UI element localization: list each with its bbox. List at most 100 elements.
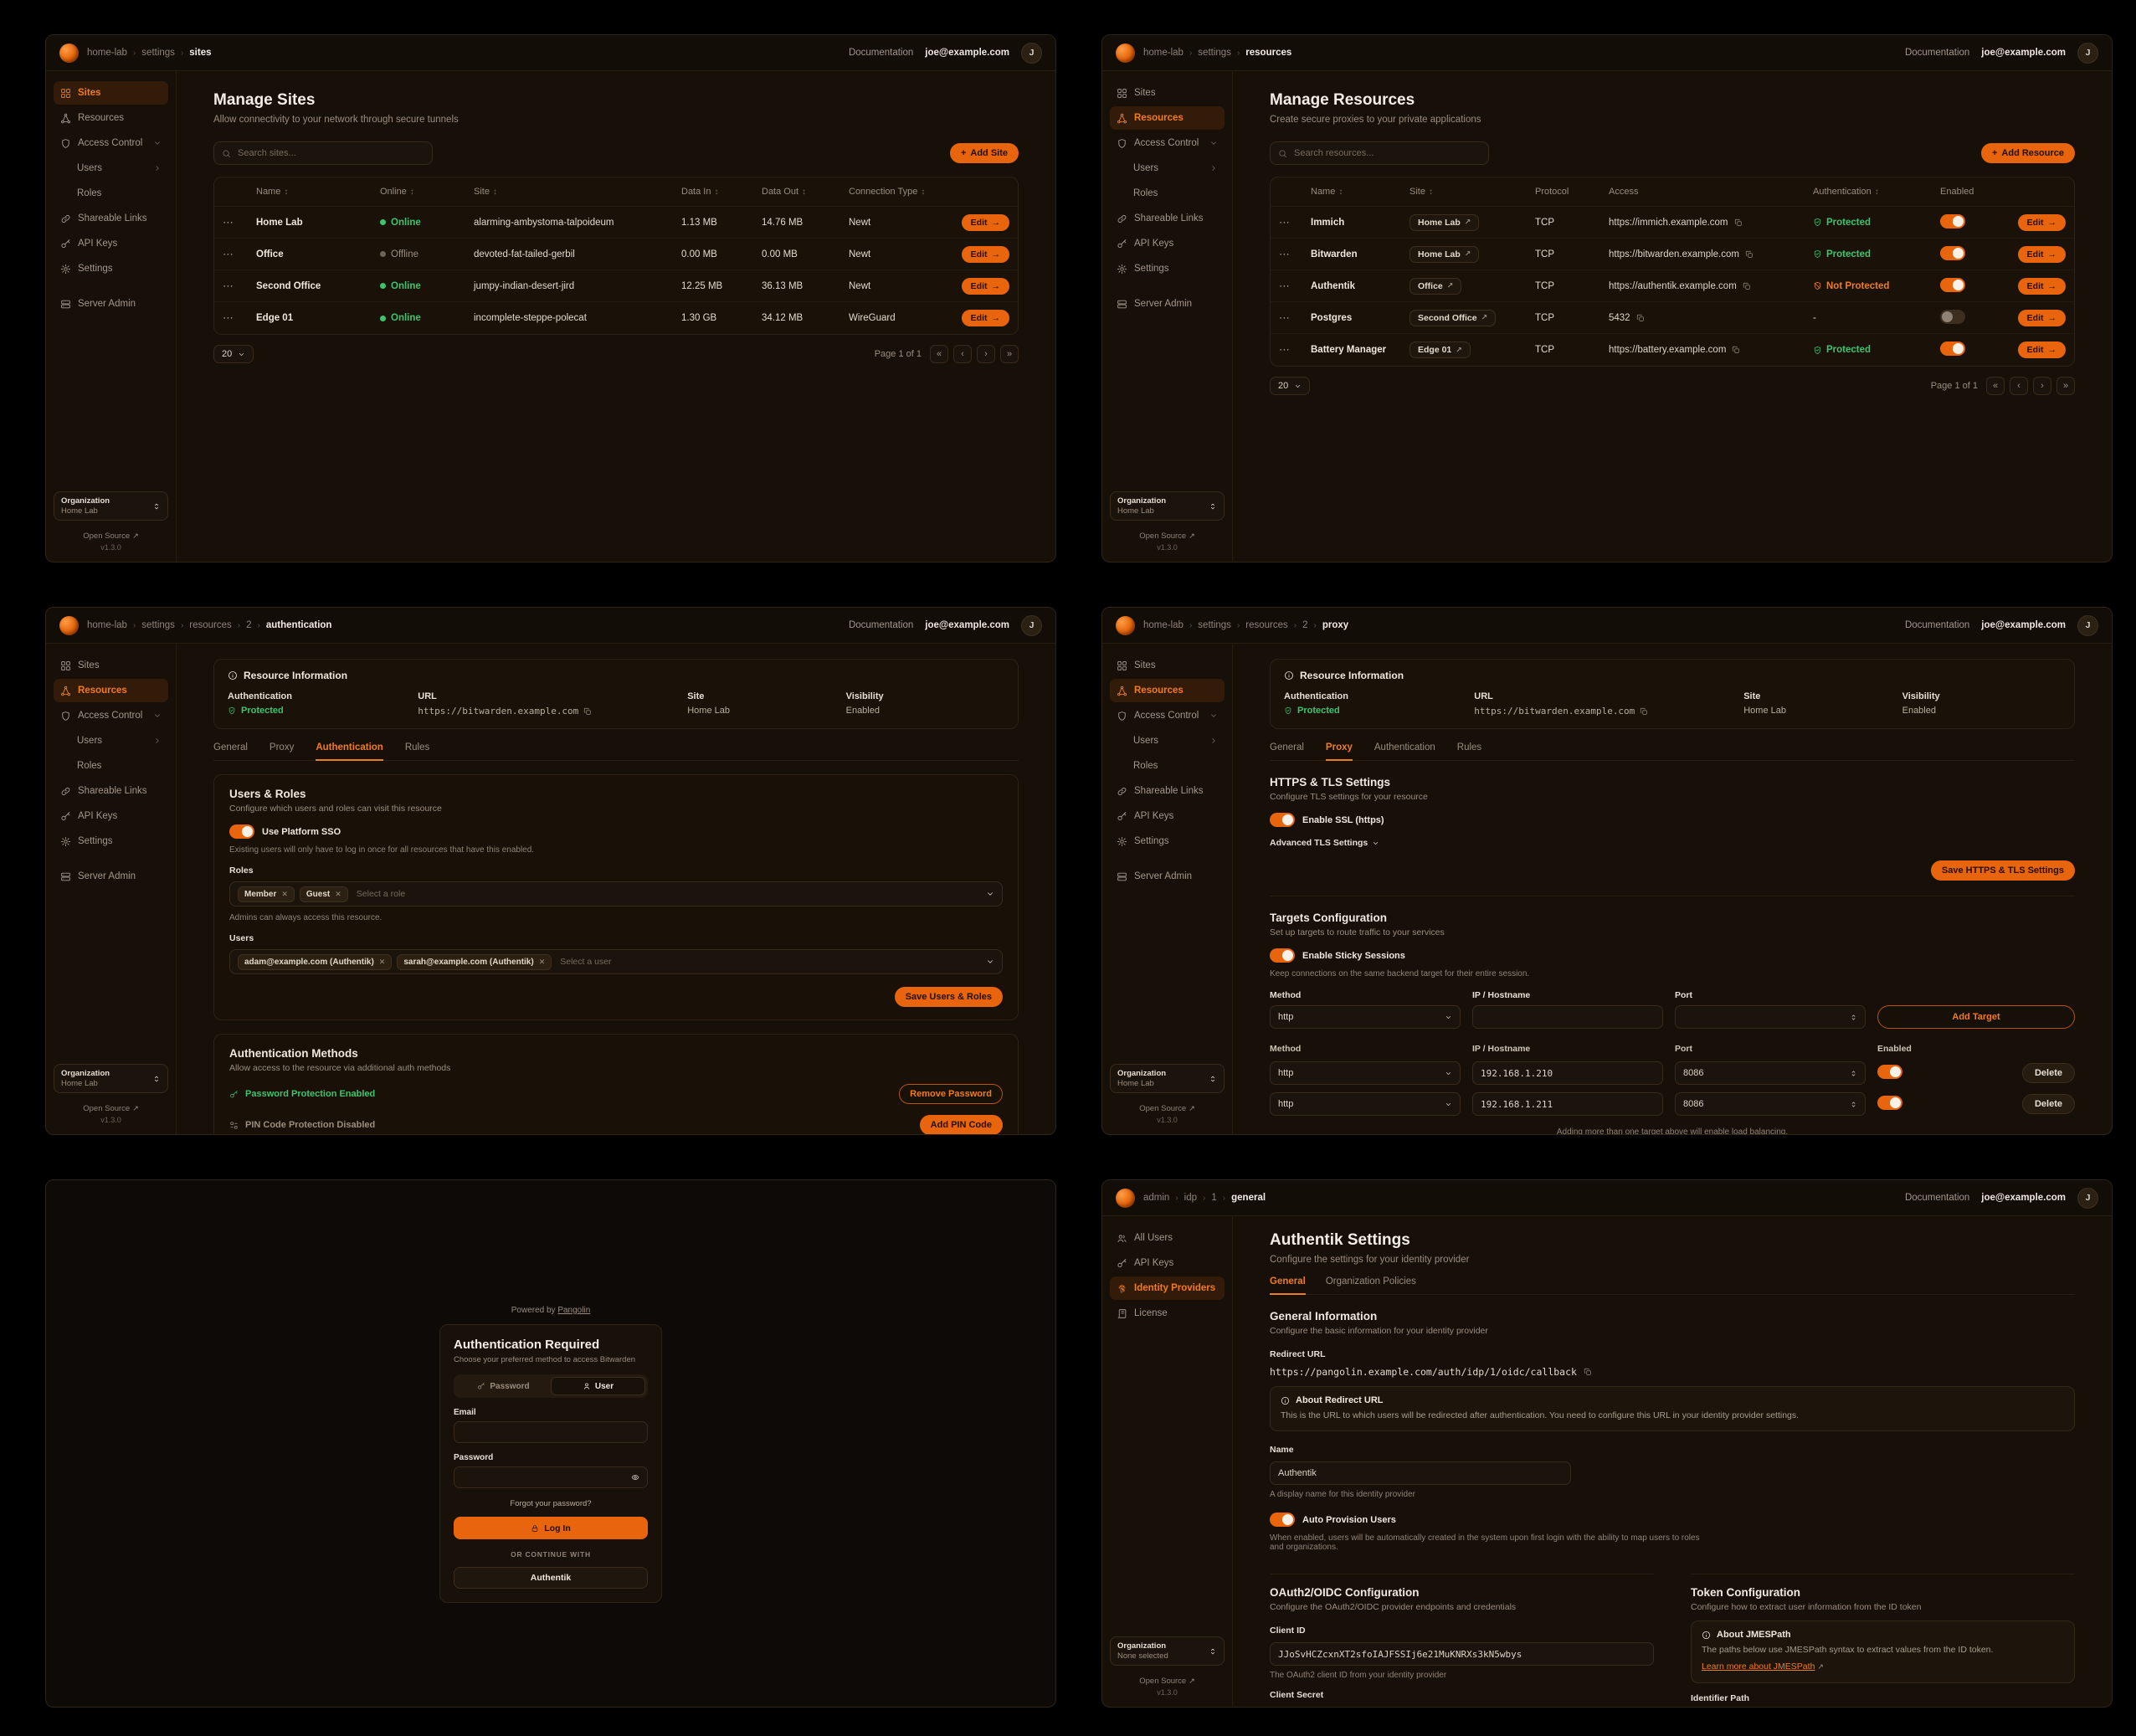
copy-icon[interactable] bbox=[1745, 250, 1753, 259]
documentation-link[interactable]: Documentation bbox=[848, 620, 914, 630]
organization-selector[interactable]: Organization None selected bbox=[1110, 1636, 1225, 1666]
method-select[interactable]: http bbox=[1270, 1092, 1461, 1116]
login-button[interactable]: Log In bbox=[454, 1517, 648, 1539]
organization-selector[interactable]: Organization Home Lab bbox=[1110, 1064, 1225, 1093]
site-link[interactable]: Second Office ↗ bbox=[1409, 309, 1497, 326]
sidebar-item-roles[interactable]: Roles bbox=[1110, 754, 1225, 778]
ip-hostname-field[interactable] bbox=[1481, 1012, 1655, 1022]
edit-button[interactable]: Edit → bbox=[2017, 309, 2066, 326]
open-source-link[interactable]: Open Source ↗ bbox=[83, 532, 139, 541]
row-menu-icon[interactable]: ⋯ bbox=[1279, 343, 1311, 357]
sidebar-item-sites[interactable]: Sites bbox=[1110, 654, 1225, 677]
email-input[interactable] bbox=[462, 1427, 639, 1437]
name-field[interactable] bbox=[1278, 1468, 1563, 1479]
role-chip[interactable]: Guest ✕ bbox=[299, 886, 348, 902]
search-box[interactable] bbox=[213, 141, 433, 165]
breadcrumb-item[interactable]: settings bbox=[141, 48, 175, 58]
method-select[interactable]: http bbox=[1270, 1061, 1461, 1085]
sidebar-item-all-users[interactable]: All Users bbox=[1110, 1226, 1225, 1250]
advanced-tls-settings[interactable]: Advanced TLS Settings bbox=[1270, 838, 1379, 848]
pangolin-logo[interactable] bbox=[1116, 615, 1135, 635]
edit-button[interactable]: Edit → bbox=[2017, 213, 2066, 231]
column-header-site[interactable]: Site ↕ bbox=[474, 187, 497, 197]
email-field[interactable] bbox=[454, 1421, 648, 1443]
organization-selector[interactable]: Organization Home Lab bbox=[54, 1064, 168, 1093]
column-header-site[interactable]: Site ↕ bbox=[1409, 187, 1433, 197]
remove-chip-icon[interactable]: ✕ bbox=[281, 889, 288, 898]
save-tls-button[interactable]: Save HTTPS & TLS Settings bbox=[1930, 860, 2075, 881]
first-page-button[interactable]: « bbox=[1986, 377, 2005, 395]
sidebar-item-server-admin[interactable]: Server Admin bbox=[54, 865, 168, 888]
target-enabled-toggle[interactable] bbox=[1877, 1065, 1902, 1079]
documentation-link[interactable]: Documentation bbox=[848, 48, 914, 58]
edit-button[interactable]: Edit → bbox=[2017, 342, 2066, 358]
row-menu-icon[interactable]: ⋯ bbox=[1279, 311, 1311, 325]
remove-chip-icon[interactable]: ✕ bbox=[378, 957, 386, 966]
add-pin-button[interactable]: Add PIN Code bbox=[919, 1115, 1003, 1134]
enabled-toggle[interactable] bbox=[1940, 277, 1965, 292]
port-input[interactable] bbox=[1675, 1092, 1866, 1116]
sidebar-item-users[interactable]: Users bbox=[54, 729, 168, 752]
table-row[interactable]: ⋯ Office Offline devoted-fat-tailed-gerb… bbox=[214, 239, 1018, 270]
documentation-link[interactable]: Documentation bbox=[1904, 48, 1970, 58]
row-menu-icon[interactable]: ⋯ bbox=[223, 280, 256, 293]
last-page-button[interactable]: » bbox=[1000, 345, 1019, 363]
edit-button[interactable]: Edit → bbox=[961, 310, 1009, 326]
column-header-online[interactable]: Online ↕ bbox=[380, 187, 414, 197]
sidebar-item-server-admin[interactable]: Server Admin bbox=[1110, 292, 1225, 316]
sidebar-item-users[interactable]: Users bbox=[1110, 157, 1225, 180]
user-chip[interactable]: adam@example.com (Authentik) ✕ bbox=[238, 953, 393, 970]
avatar[interactable]: J bbox=[2077, 1187, 2098, 1209]
breadcrumb-item[interactable]: resources bbox=[189, 620, 232, 630]
row-menu-icon[interactable]: ⋯ bbox=[1279, 280, 1311, 293]
open-source-link[interactable]: Open Source ↗ bbox=[1139, 1677, 1195, 1686]
user-email[interactable]: joe@example.com bbox=[925, 620, 1009, 630]
remove-chip-icon[interactable]: ✕ bbox=[538, 957, 546, 966]
sidebar-item-api-keys[interactable]: API Keys bbox=[1110, 232, 1225, 255]
method-select[interactable]: http bbox=[1270, 1005, 1461, 1029]
breadcrumb-item[interactable]: 2 bbox=[246, 620, 252, 630]
ip-hostname-input[interactable] bbox=[1472, 1005, 1663, 1029]
ip-hostname-field[interactable] bbox=[1481, 1067, 1655, 1079]
pangolin-link[interactable]: Pangolin bbox=[557, 1306, 591, 1315]
table-row[interactable]: ⋯ Battery Manager Edge 01 ↗ TCP https://b… bbox=[1271, 334, 2074, 366]
copy-icon[interactable] bbox=[1743, 282, 1751, 290]
page-size-select[interactable]: 20 bbox=[1270, 377, 1311, 395]
copy-icon[interactable] bbox=[1584, 1368, 1592, 1376]
open-source-link[interactable]: Open Source ↗ bbox=[83, 1104, 139, 1113]
copy-icon[interactable] bbox=[1734, 218, 1743, 227]
enabled-toggle[interactable] bbox=[1940, 309, 1965, 324]
breadcrumb-item[interactable]: settings bbox=[1198, 620, 1231, 630]
avatar[interactable]: J bbox=[2077, 614, 2098, 636]
jmespath-link[interactable]: Learn more about JMESPath bbox=[1702, 1662, 1815, 1672]
sidebar-item-api-keys[interactable]: API Keys bbox=[1110, 804, 1225, 828]
breadcrumb-item[interactable]: idp bbox=[1184, 1193, 1198, 1203]
sidebar-item-access-control[interactable]: Access Control bbox=[54, 131, 168, 155]
tab-general[interactable]: General bbox=[213, 742, 248, 752]
add-resource-button[interactable]: + Add Resource bbox=[1980, 143, 2075, 163]
edit-button[interactable]: Edit → bbox=[961, 245, 1009, 263]
sidebar-item-roles[interactable]: Roles bbox=[54, 754, 168, 778]
sidebar-item-resources[interactable]: Resources bbox=[54, 679, 168, 702]
tab-authentication[interactable]: Authentication bbox=[316, 742, 383, 761]
password-field[interactable] bbox=[454, 1466, 648, 1488]
search-input[interactable] bbox=[238, 148, 424, 158]
open-source-link[interactable]: Open Source ↗ bbox=[1139, 1104, 1195, 1113]
name-input[interactable] bbox=[1270, 1461, 1571, 1486]
tab-rules[interactable]: Rules bbox=[1456, 742, 1482, 752]
column-header-name[interactable]: Name ↕ bbox=[1311, 187, 1343, 197]
previous-page-button[interactable]: ‹ bbox=[2010, 377, 2028, 395]
documentation-link[interactable]: Documentation bbox=[1904, 1193, 1970, 1203]
row-menu-icon[interactable]: ⋯ bbox=[1279, 248, 1311, 261]
breadcrumb-item[interactable]: 1 bbox=[1211, 1193, 1217, 1203]
add-target-button[interactable]: Add Target bbox=[1877, 1005, 2075, 1029]
enabled-toggle[interactable] bbox=[1940, 245, 1965, 260]
tab-proxy[interactable]: Proxy bbox=[269, 742, 295, 752]
table-row[interactable]: ⋯ Authentik Office ↗ TCP https://authenti… bbox=[1271, 270, 2074, 302]
site-link[interactable]: Home Lab ↗ bbox=[1409, 245, 1480, 263]
add-site-button[interactable]: + Add Site bbox=[949, 143, 1019, 163]
search-box[interactable] bbox=[1270, 141, 1489, 165]
sidebar-item-shareable-links[interactable]: Shareable Links bbox=[54, 779, 168, 803]
pangolin-logo[interactable] bbox=[59, 615, 79, 635]
row-menu-icon[interactable]: ⋯ bbox=[223, 248, 256, 261]
